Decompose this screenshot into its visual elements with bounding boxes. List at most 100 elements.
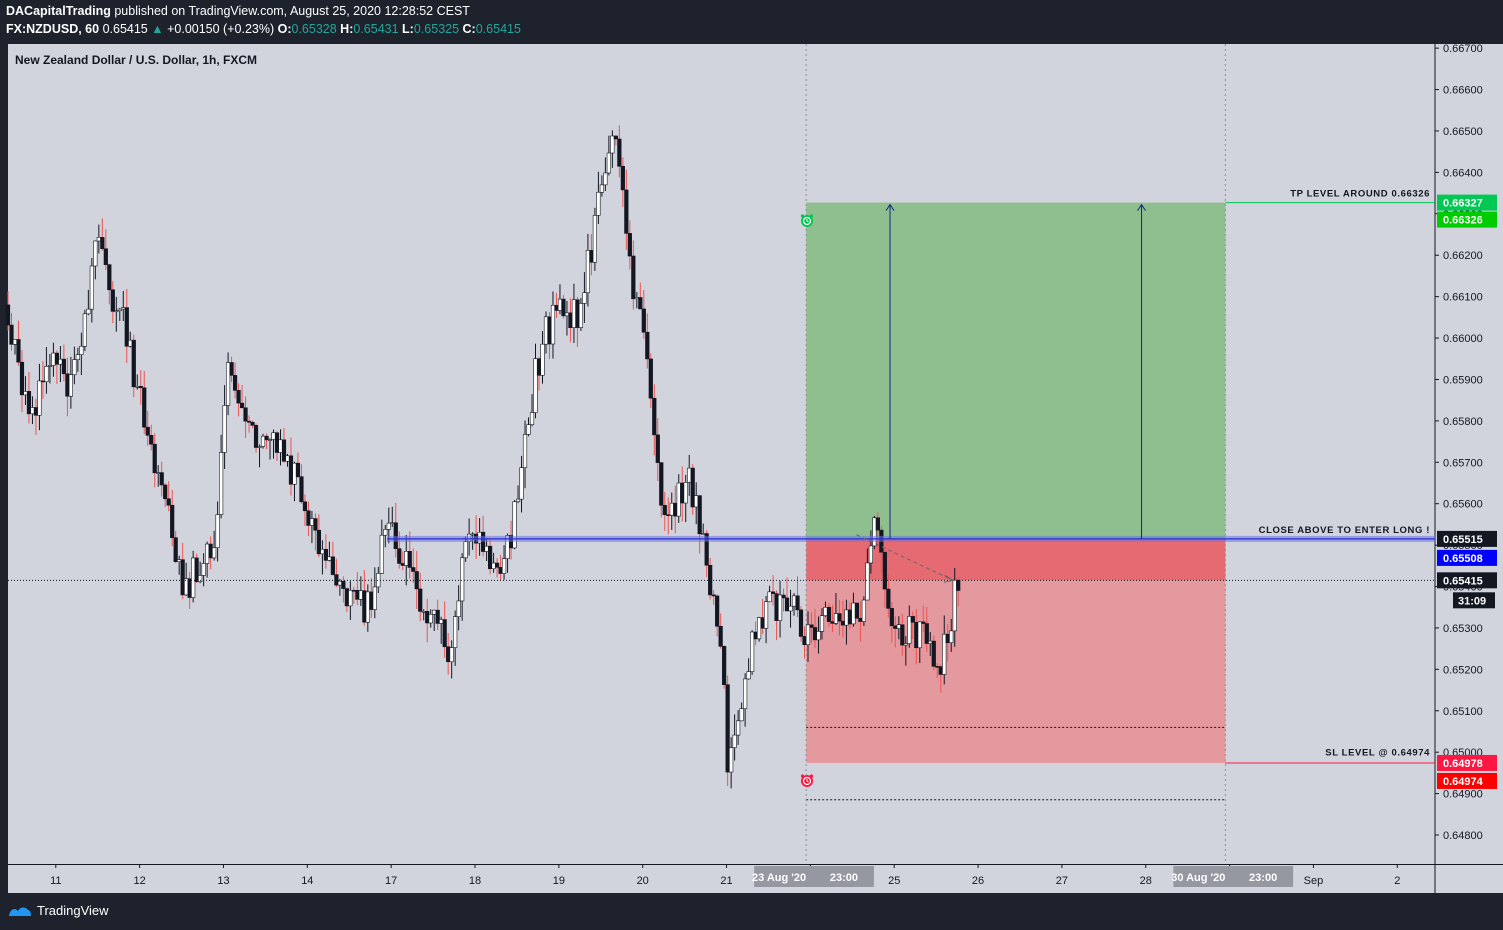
candle-body	[718, 625, 723, 647]
candle-body	[550, 304, 556, 345]
candle-body	[184, 578, 189, 596]
candle-body	[631, 255, 636, 300]
candle-body	[784, 597, 790, 612]
x-tick-label: 14	[301, 875, 313, 887]
candle-body	[557, 298, 563, 311]
candle-body	[701, 533, 706, 535]
candle-body	[568, 312, 573, 328]
candle-body	[798, 609, 804, 637]
y-tick-label: 0.66500	[1443, 126, 1483, 138]
candle-body	[564, 312, 570, 317]
candle-body	[201, 563, 206, 576]
candle-body	[788, 605, 793, 612]
y-tick-label: 0.65900	[1443, 374, 1483, 386]
candle-body	[865, 562, 870, 601]
candle-body	[767, 591, 772, 603]
candle-body	[404, 551, 409, 566]
alarm-clock-icon-green[interactable]	[800, 214, 814, 227]
candle-body	[54, 352, 60, 365]
candle-body	[170, 504, 175, 538]
candle-body	[51, 352, 56, 366]
candle-body	[659, 462, 664, 506]
x-tick-label: 17	[385, 875, 397, 887]
candle-body	[599, 184, 604, 193]
candle-body	[638, 297, 643, 310]
candle-body	[715, 595, 720, 627]
ohlc-line: FX:NZDUSD, 60 0.65415 ▲ +0.00150 (+0.23%…	[6, 22, 521, 36]
x-tick-label: 18	[469, 875, 481, 887]
open-label: O:	[277, 22, 292, 36]
candle-body	[159, 472, 164, 486]
candle-body	[750, 631, 755, 672]
chart-title: New Zealand Dollar / U.S. Dollar, 1h, FX…	[15, 53, 257, 67]
chart-header: DACapitalTrading published on TradingVie…	[0, 0, 1503, 44]
candle-body	[215, 514, 220, 548]
candle-body	[128, 339, 133, 347]
close-value: 0.65415	[475, 22, 521, 36]
candle-body	[145, 426, 150, 436]
candle-body	[362, 590, 367, 623]
candle-body	[194, 557, 199, 583]
candle-body	[847, 609, 853, 625]
candle-body	[75, 354, 80, 360]
x-tick-label: 28	[1140, 875, 1152, 887]
candle-body	[805, 624, 811, 646]
x-tick-label: Sep	[1304, 875, 1324, 887]
candle-body	[253, 425, 259, 448]
candle-body	[952, 579, 957, 632]
current-price-badge	[1437, 572, 1497, 589]
candle-body	[103, 248, 108, 265]
price-scale[interactable]	[1435, 44, 1503, 893]
candle-body	[669, 502, 674, 516]
candle-body	[425, 611, 430, 624]
candle-body	[491, 562, 496, 570]
price-change: +0.00150 (+0.23%)	[167, 22, 275, 36]
price-chart[interactable]: CLOSE ABOVE TO ENTER LONG ! TP LEVEL AROU…	[0, 44, 1503, 893]
candle-body	[379, 534, 384, 574]
alarm-clock-icon-red[interactable]	[800, 774, 814, 787]
candle-body	[61, 358, 66, 375]
candle-body	[393, 522, 398, 549]
x-tick-label: 20	[637, 875, 649, 887]
entry-alert-badge-text: 0.65508	[1443, 553, 1483, 565]
candle-body	[397, 548, 402, 564]
tradingview-brand[interactable]: TradingView	[8, 903, 109, 918]
candle-body	[725, 684, 730, 773]
candle-body	[295, 462, 301, 477]
candle-body	[816, 631, 821, 641]
x-tick-label: 2	[1394, 875, 1400, 887]
candle-body	[781, 594, 786, 599]
candle-body	[72, 359, 77, 376]
line-label: TP LEVEL AROUND 0.66326	[1290, 189, 1430, 200]
loss-zone	[806, 580, 1226, 763]
candle-body	[323, 548, 329, 561]
candle-body	[875, 517, 880, 531]
candle-body	[949, 630, 954, 644]
candle-body	[372, 586, 377, 610]
candle-body	[309, 518, 315, 526]
arrow-head-icon	[885, 203, 895, 211]
candle-body	[627, 233, 632, 257]
candle-body	[428, 613, 433, 624]
candle-body	[501, 558, 507, 574]
candle-body	[732, 734, 737, 748]
sl-badge	[1437, 754, 1497, 771]
candle-body	[655, 434, 660, 463]
low-value: 0.65325	[413, 22, 460, 36]
candle-body	[23, 391, 28, 396]
time-range-box	[754, 866, 874, 887]
candle-body	[82, 313, 87, 347]
publisher-name[interactable]: DACapitalTrading	[6, 4, 111, 18]
candle-body	[239, 402, 245, 409]
candle-body	[603, 172, 608, 186]
y-tick-label: 0.65700	[1443, 457, 1483, 469]
candle-body	[236, 390, 241, 404]
candle-body	[620, 165, 625, 191]
candle-body	[729, 747, 734, 773]
close-label: C:	[462, 22, 476, 36]
candle-body	[893, 625, 898, 629]
candle-body	[956, 579, 961, 591]
candle-body	[470, 533, 475, 536]
candle-body	[533, 358, 538, 413]
candle-body	[163, 484, 168, 500]
